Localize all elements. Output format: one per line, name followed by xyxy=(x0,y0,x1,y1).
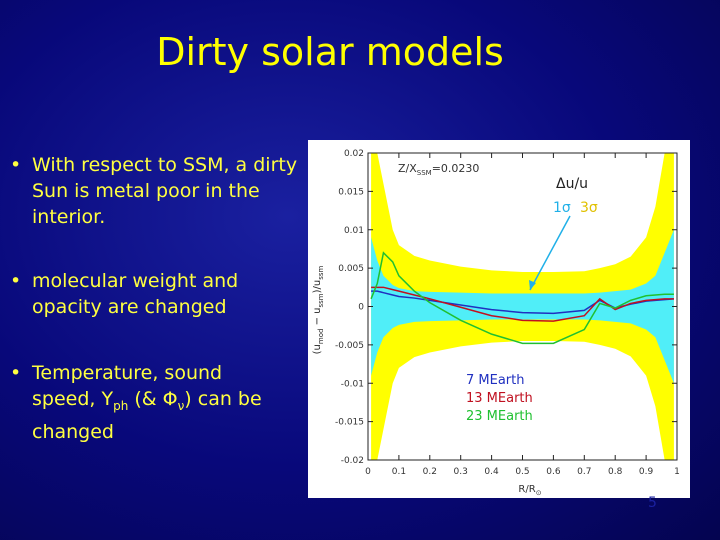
y-tick-label: 0.02 xyxy=(344,149,364,159)
band-label: 3σ xyxy=(580,200,598,216)
y-tick-label: 0.015 xyxy=(338,187,364,197)
bullet-subscript: ν xyxy=(177,398,185,413)
bullet-text: With respect to SSM, a dirty Sun is meta… xyxy=(32,154,298,228)
x-tick-label: 0.7 xyxy=(577,467,591,477)
x-tick-label: 0.8 xyxy=(608,467,623,477)
arrow xyxy=(529,215,571,291)
arrow-head xyxy=(529,280,536,290)
legend-entry: 13 MEarth xyxy=(466,391,533,406)
x-tick-label: 0.3 xyxy=(454,467,468,477)
y-tick-label: 0 xyxy=(358,303,364,313)
y-tick-label: -0.005 xyxy=(335,341,364,351)
composition-label: Z/XSSM=0.0230 xyxy=(398,162,479,177)
y-tick-label: 0.005 xyxy=(338,264,364,274)
bullet-text: Temperature, sound speed, Y xyxy=(32,362,223,410)
x-tick-label: 0.2 xyxy=(423,467,437,477)
data-line xyxy=(371,290,674,315)
quantity-label: Δu/u xyxy=(556,176,588,192)
page-number: 5 xyxy=(648,495,657,511)
bullet-text: ) can be changed xyxy=(32,388,262,443)
error-band xyxy=(371,229,674,384)
bullet: molecular weight and opacity are changed xyxy=(8,268,298,320)
y-axis-label: (umod − ussm)/ussm xyxy=(312,265,325,354)
bullet-text: molecular weight and opacity are changed xyxy=(32,270,239,318)
y-tick-label: -0.02 xyxy=(341,456,364,466)
bullet: With respect to SSM, a dirty Sun is meta… xyxy=(8,152,298,230)
y-tick-label: 0.01 xyxy=(344,226,364,236)
x-tick-label: 0.1 xyxy=(392,467,406,477)
legend-entry: 7 MEarth xyxy=(466,373,524,388)
x-tick-label: 0 xyxy=(365,467,371,477)
x-tick-label: 1 xyxy=(674,467,680,477)
x-tick-label: 0.4 xyxy=(484,467,499,477)
x-tick-label: 0.6 xyxy=(546,467,561,477)
chart: -0.02 -0.015 -0.01 -0.005 0 0.005 0.01 0.015 0.0… xyxy=(308,140,690,498)
x-axis-label: R/R⊙ xyxy=(518,484,541,497)
data-line xyxy=(370,251,674,345)
plot-area: -0.02 -0.015 -0.01 -0.005 0 0.005 0.01 0.015 0.0… xyxy=(335,149,680,477)
bullet: Temperature, sound speed, Yph (& Φν) can… xyxy=(8,360,288,445)
x-tick-label: 0.5 xyxy=(515,467,529,477)
x-tick-label: 0.9 xyxy=(639,467,654,477)
legend-entry: 23 MEarth xyxy=(466,409,533,424)
y-tick-label: -0.01 xyxy=(341,379,364,389)
bullet-text: (& Φ xyxy=(128,388,178,410)
data-line xyxy=(371,286,674,322)
y-tick-label: -0.015 xyxy=(335,418,364,428)
slide-title: Dirty solar models xyxy=(156,30,504,74)
bullet-subscript: ph xyxy=(113,398,129,413)
band-label: 1σ xyxy=(553,200,571,216)
